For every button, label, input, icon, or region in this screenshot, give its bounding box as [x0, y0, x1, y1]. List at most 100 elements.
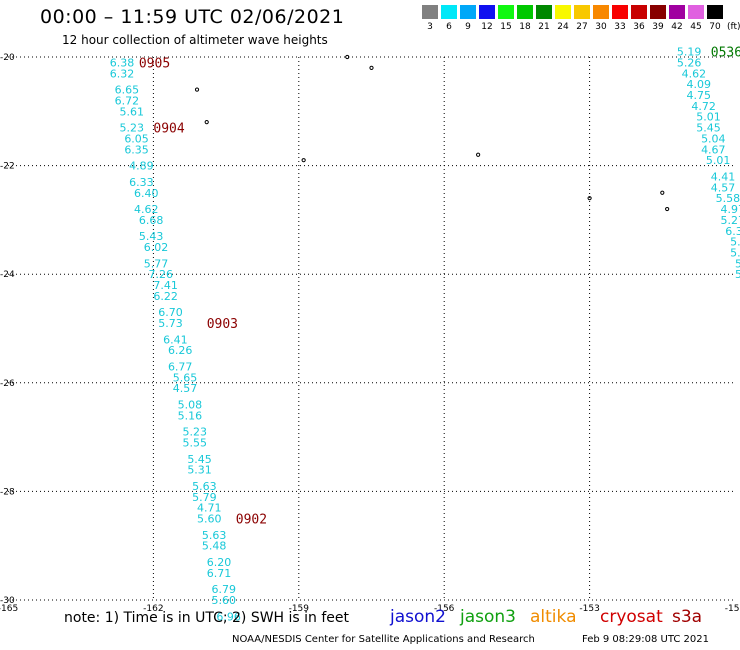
- legend-swatch: [631, 5, 647, 19]
- wave-height-value: 6.32: [110, 67, 135, 80]
- legend-label: 42: [671, 22, 683, 32]
- wave-height-value: 4.57: [711, 181, 736, 194]
- wave-height-value: 5.23: [182, 426, 207, 439]
- wave-height-value: 6.05: [124, 132, 149, 145]
- wave-height-value: 5.60: [212, 594, 237, 607]
- legend-swatch: [479, 5, 495, 19]
- legend-label: 9: [465, 22, 471, 32]
- satellite-altika: altika: [530, 607, 577, 627]
- wave-height-value: 5.48: [202, 540, 227, 553]
- wave-height-value: 5.01: [696, 111, 721, 124]
- wave-height-value: 5.63: [192, 480, 217, 493]
- pass-time-label: 0905: [139, 56, 170, 71]
- legend-label: 36: [633, 22, 645, 32]
- wave-height-value: 6.33: [725, 225, 740, 238]
- lat-label: -20: [0, 53, 15, 63]
- legend-swatch: [612, 5, 628, 19]
- wave-height-value: 4.67: [701, 143, 726, 156]
- lat-label: -30: [0, 596, 15, 606]
- legend-label: 18: [519, 22, 531, 32]
- legend-label: 3: [427, 22, 433, 32]
- lon-label: -153: [579, 604, 599, 614]
- map-title: 00:00 – 11:59 UTC 02/06/2021: [40, 6, 345, 28]
- wave-height-value: 4.72: [691, 100, 716, 113]
- island-marker: [204, 120, 209, 125]
- pass-time-label: 0904: [153, 122, 184, 137]
- wave-height-value: 6.70: [158, 306, 183, 319]
- island-marker: [301, 158, 306, 163]
- wave-height-value: 5.63: [202, 529, 227, 542]
- wave-height-value: 6.26: [168, 344, 193, 357]
- wave-height-value: 5.43: [139, 230, 164, 243]
- satellite-cryosat: cryosat: [600, 607, 663, 627]
- legend-label: 30: [595, 22, 607, 32]
- pass-time-label: 0903: [207, 317, 238, 332]
- wave-height-value: 5.61: [119, 105, 143, 118]
- credit-text: NOAA/NESDIS Center for Satellite Applica…: [232, 634, 535, 645]
- island-marker: [194, 87, 200, 92]
- wave-height-value: 5.79: [192, 491, 217, 504]
- legend-swatch: [688, 5, 704, 19]
- legend-label: 21: [538, 22, 550, 32]
- wave-height-value: 6.38: [110, 56, 135, 69]
- legend-swatch: [460, 5, 476, 19]
- wave-height-value: 4.62: [134, 203, 159, 216]
- wave-height-value: 5.45: [696, 122, 721, 135]
- wave-height-value: 6.68: [139, 214, 164, 227]
- satellite-s3a: s3a: [672, 607, 703, 627]
- legend-swatch: [593, 5, 609, 19]
- wave-height-value: 6.77: [168, 361, 193, 374]
- legend-swatch: [707, 5, 723, 19]
- lon-label: -159: [289, 604, 310, 614]
- wave-height-value: 4.97: [720, 203, 740, 216]
- legend-label: 45: [690, 22, 702, 32]
- lon-label: -162: [143, 604, 163, 614]
- lat-label: -22: [0, 162, 15, 172]
- legend-label: 12: [481, 22, 493, 32]
- wave-height-value: 5.27: [720, 214, 740, 227]
- wave-height-value: 4.41: [711, 170, 736, 183]
- lat-label: -28: [0, 487, 15, 497]
- wave-height-value: 5.81: [730, 246, 740, 259]
- island-marker: [665, 206, 670, 212]
- satellite-jason2: jason2: [390, 607, 446, 627]
- wave-height-value: 5.58: [716, 192, 740, 205]
- legend-label: 27: [576, 22, 588, 32]
- legend-label: 70: [709, 22, 721, 32]
- wave-height-value: 4.57: [173, 382, 198, 395]
- wave-height-value: 6.35: [124, 143, 149, 156]
- wave-height-value: 5.19: [677, 46, 702, 59]
- wave-height-value: 4.09: [687, 78, 712, 91]
- legend-label: 15: [500, 22, 512, 32]
- legend-swatch: [422, 5, 438, 19]
- island-marker: [660, 190, 665, 195]
- wave-height-value: 6.79: [212, 583, 237, 596]
- wave-height-value: 5.26: [677, 56, 702, 69]
- pass-time-label: 0536: [711, 46, 740, 61]
- wave-height-value: 5.31: [187, 464, 212, 477]
- wave-height-value: 6.02: [144, 241, 169, 254]
- pass-time-label: 0902: [236, 513, 267, 528]
- wave-height-value: 5.04: [701, 132, 726, 145]
- wave-height-value: 5.01: [706, 154, 731, 167]
- lat-label: -24: [0, 270, 15, 280]
- wave-height-value: 6.40: [134, 187, 159, 200]
- legend-swatch: [555, 5, 571, 19]
- island-marker: [476, 152, 481, 157]
- wave-height-value: 5.62: [730, 236, 740, 249]
- satellite-jason3: jason3: [460, 607, 516, 627]
- wave-height-value: 6.33: [129, 176, 154, 189]
- wave-height-value: 4.71: [197, 502, 222, 515]
- island-marker: [345, 54, 350, 60]
- wave-height-value: 6.71: [207, 567, 232, 580]
- wave-height-value: 6.72: [115, 94, 140, 107]
- timestamp-text: Feb 9 08:29:08 UTC 2021: [582, 634, 709, 645]
- wave-height-value: 6.41: [163, 333, 188, 346]
- wave-height-value: 6.22: [153, 290, 178, 303]
- wave-height-value: 7.41: [153, 279, 178, 292]
- map-subtitle: 12 hour collection of altimeter wave hei…: [62, 33, 328, 47]
- wave-height-value: 5.77: [144, 257, 169, 270]
- legend-label: 6: [446, 22, 452, 32]
- wave-height-value: 5.23: [119, 122, 143, 135]
